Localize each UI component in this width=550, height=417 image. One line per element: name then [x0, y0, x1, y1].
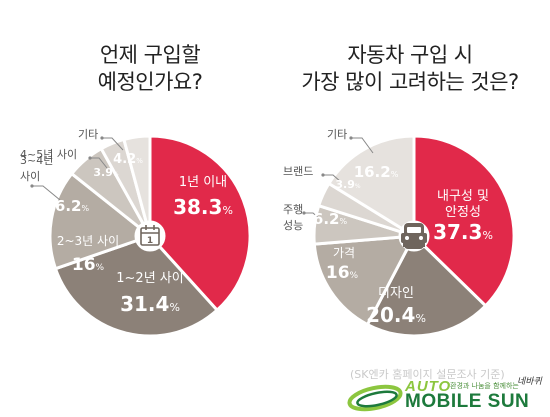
leader-line	[323, 174, 342, 183]
leader-dot	[30, 184, 34, 188]
slice-value: 4.2%	[113, 152, 143, 167]
slice-label: 디자인	[378, 286, 414, 301]
slice-label: 1년 이내	[179, 175, 227, 190]
slice-label: 주행	[283, 203, 303, 216]
slice-label: 안정성	[445, 205, 481, 220]
pie-slice	[122, 134, 152, 237]
slice-value: 38.3%	[173, 195, 233, 219]
leader-dot	[321, 173, 325, 177]
slice-label: 기타	[327, 128, 347, 141]
pie-slice	[148, 134, 252, 313]
slice-label: 3~4년	[20, 154, 53, 167]
pie-slice	[412, 134, 516, 308]
slice-label: 4~5년 사이	[20, 148, 77, 161]
chart-1-title-line-2: 예정인가요?	[97, 70, 203, 94]
calendar-icon: 1	[140, 225, 160, 246]
slice-value: 37.3%	[433, 220, 493, 244]
leader-line	[90, 157, 108, 169]
chart-1-title-line-1: 언제 구입할	[99, 43, 201, 67]
logo-tagline: 환경과 나눔을 함께하는	[450, 382, 519, 390]
leader-line	[102, 137, 124, 151]
logo-signature: 네바퀴	[517, 377, 542, 387]
slice-label: 브랜드	[283, 165, 313, 178]
pie-slice	[48, 171, 154, 271]
slice-label: 1~2년 사이	[116, 271, 183, 286]
source-note: (SK엔카 홈페이지 설문조사 기준)	[350, 368, 505, 381]
chart-2-title-line-2: 가장 많이 고려하는 것은?	[301, 70, 519, 94]
chart-2-title-line-1: 자동차 구입 시	[347, 43, 473, 67]
slice-label: 2~3년 사이	[57, 234, 119, 248]
slice-value: 16%	[326, 263, 359, 283]
leader-line	[32, 185, 61, 201]
slice-value: 3.9%	[93, 166, 119, 179]
logo-main-text: MOBILE SUN	[405, 391, 530, 412]
svg-text:1: 1	[147, 236, 153, 246]
slice-label: 사이	[20, 170, 40, 183]
slice-value: 20.4%	[366, 303, 426, 327]
swoosh-logo-icon	[347, 384, 403, 412]
auto-mobile-sun-logo: AUTO 환경과 나눔을 함께하는 네바퀴 MOBILE SUN	[345, 372, 550, 413]
leader-dot	[349, 136, 353, 140]
slice-label: 내구성 및	[437, 189, 489, 204]
leader-line	[351, 137, 374, 154]
leader-dot	[88, 156, 92, 160]
chart-1-title: 언제 구입할 예정인가요?	[60, 42, 240, 96]
slice-label: 기타	[78, 128, 98, 141]
pie-slice	[312, 234, 417, 327]
slice-value: 31.4%	[120, 292, 180, 316]
slice-label: 가격	[333, 246, 355, 260]
slice-value: 6.2%	[55, 197, 90, 215]
logo-auto-text: AUTO	[405, 378, 452, 395]
slice-value: 3.9%	[335, 178, 361, 191]
leader-line	[304, 212, 321, 220]
slice-label: 성능	[283, 219, 303, 232]
pie-slice	[53, 234, 220, 338]
car-icon	[401, 223, 427, 249]
slice-value: 16%	[72, 255, 105, 275]
pie-slice	[326, 134, 416, 239]
leader-dot	[100, 136, 104, 140]
leader-dot	[302, 211, 306, 215]
chart-2-title: 자동차 구입 시 가장 많이 고려하는 것은?	[285, 42, 535, 96]
pie-slice	[365, 233, 488, 338]
slice-value: 16.2%	[354, 163, 399, 181]
slice-value: 6.2%	[313, 210, 348, 228]
